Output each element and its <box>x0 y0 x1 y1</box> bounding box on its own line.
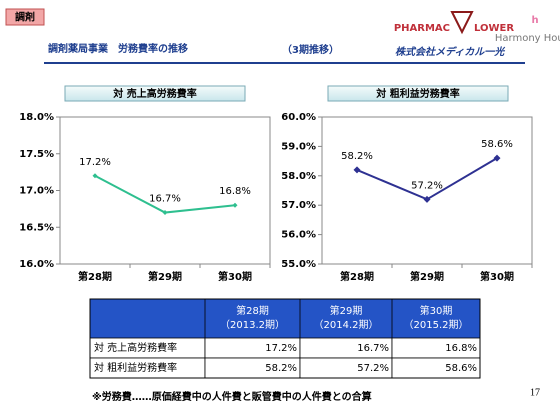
tag-box <box>5 8 45 26</box>
company: 株式会社メディカル一光 <box>395 46 505 58</box>
y-tick-label: 17.0% <box>19 186 54 197</box>
point <box>162 210 168 216</box>
row-label: 対 粗利益労務費率 <box>94 361 177 374</box>
table-value: 58.6% <box>445 363 477 374</box>
table-value: 58.2% <box>265 363 297 374</box>
chart-label-box <box>64 85 246 102</box>
data-label: 16.7% <box>149 194 181 205</box>
chart-title: 対 売上高労務費率 <box>112 87 196 100</box>
table-header: （2013.2期） <box>220 319 285 331</box>
row-label: 対 売上高労務費率 <box>94 341 177 354</box>
y-tick-label: 60.0% <box>281 112 316 123</box>
y-tick-label: 57.0% <box>281 200 316 211</box>
data-label: 17.2% <box>79 157 111 168</box>
x-tick-label: 第28期 <box>340 270 374 283</box>
y-tick-label: 17.5% <box>19 149 54 160</box>
point <box>92 173 98 179</box>
point <box>493 154 501 162</box>
y-tick-label: 56.0% <box>281 230 316 241</box>
logo-text: PHARMAC <box>394 23 450 34</box>
y-tick-label: 59.0% <box>281 141 316 152</box>
x-tick-label: 第28期 <box>78 270 112 283</box>
chart-label-box <box>327 85 509 102</box>
table-header: （2014.2期） <box>314 319 379 331</box>
logo-mark <box>450 11 474 35</box>
point <box>232 202 238 208</box>
table-header: 第30期 <box>420 304 453 317</box>
data-label: 58.2% <box>341 151 373 162</box>
x-tick-label: 第30期 <box>218 270 252 283</box>
y-tick-label: 58.0% <box>281 171 316 182</box>
table-header: 第28期 <box>236 304 269 317</box>
logo-letter: h <box>531 15 538 26</box>
page-number: 17 <box>530 387 540 398</box>
chart-title: 対 粗利益労務費率 <box>375 87 459 100</box>
tag: 調剤 <box>15 11 35 24</box>
y-tick-label: 16.5% <box>19 222 54 233</box>
table-header: 第29期 <box>330 304 363 317</box>
logo-text: Harmony House <box>495 33 560 44</box>
title-suffix: （3期推移） <box>282 43 339 56</box>
table-border <box>89 298 481 379</box>
point <box>423 195 431 203</box>
x-tick-label: 第30期 <box>480 270 514 283</box>
table-value: 16.7% <box>357 343 389 354</box>
plot-area <box>321 116 533 265</box>
plot-area <box>59 116 271 265</box>
x-tick-label: 第29期 <box>410 270 444 283</box>
title: 調剤薬局事業 労務費率の推移 <box>48 42 188 55</box>
data-label: 16.8% <box>219 186 251 197</box>
data-label: 58.6% <box>481 139 513 150</box>
logo-text: LOWER <box>474 23 514 34</box>
table-header-bg <box>90 299 480 338</box>
y-tick-label: 16.0% <box>19 259 54 270</box>
y-tick-label: 55.0% <box>281 259 316 270</box>
table-value: 17.2% <box>265 343 297 354</box>
table-value: 16.8% <box>445 343 477 354</box>
table-header: （2015.2期） <box>404 319 469 331</box>
x-tick-label: 第29期 <box>148 270 182 283</box>
table: 第28期 （2013.2期） 第29期 （2014.2期） 第30期 （2015.2期） 対… <box>89 298 481 379</box>
y-tick-label: 18.0% <box>19 112 54 123</box>
footnote: ※労務費……原価経費中の人件費と販管費中の人件費との合算 <box>92 390 372 403</box>
charts: 対 売上高労務費率 16.0% 16.5% 17.0% 17.5% 18.0% 第28期 第2… <box>19 85 533 283</box>
table-value: 57.2% <box>357 363 389 374</box>
data-label: 57.2% <box>411 180 443 191</box>
point <box>353 166 361 174</box>
